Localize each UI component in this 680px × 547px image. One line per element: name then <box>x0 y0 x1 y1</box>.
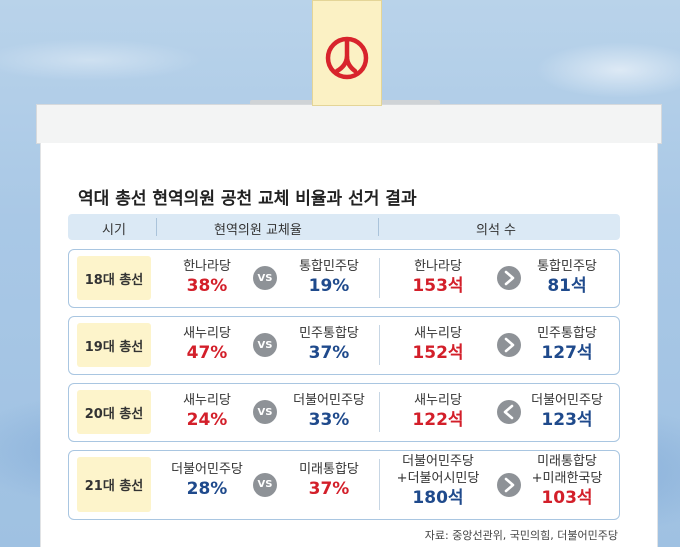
table-row: 19대 총선 새누리당 47% 민주통합당 37% VS 새누리당 152석 민주통합당 127석 <box>68 316 620 375</box>
seats-left-value: 180석 <box>412 488 464 508</box>
era-label: 20대 총선 <box>77 390 151 434</box>
greater-than-icon <box>504 477 515 492</box>
rate-left-party: 새누리당 <box>183 326 231 341</box>
seats-right-cell: 통합민주당 81석 <box>517 258 617 297</box>
seats-left-party: 새누리당 <box>414 393 462 408</box>
comparison-badge <box>497 333 521 357</box>
seats-left-value: 153석 <box>412 276 464 296</box>
rate-left-value: 24% <box>186 410 228 430</box>
seats-right-value: 81석 <box>547 276 587 296</box>
rate-left-value: 47% <box>186 343 228 363</box>
vs-badge: VS <box>253 400 277 424</box>
seats-left-cell: 새누리당 152석 <box>385 325 491 364</box>
era-label: 18대 총선 <box>77 256 151 300</box>
vs-badge: VS <box>253 333 277 357</box>
seats-right-party: 미래통합당 <box>537 454 597 469</box>
ballot-paper <box>312 0 382 106</box>
seats-right-value: 127석 <box>541 343 593 363</box>
rate-left-value: 38% <box>186 276 228 296</box>
ballot-box-lid <box>36 104 662 144</box>
rate-left-party: 한나라당 <box>183 259 231 274</box>
seats-right-cell: 더불어민주당 123석 <box>517 392 617 431</box>
vs-badge: VS <box>253 266 277 290</box>
rate-right-cell: 민주통합당 37% <box>277 325 381 364</box>
rate-left-party: 새누리당 <box>183 393 231 408</box>
chart-title: 역대 총선 현역의원 공천 교체 비율과 선거 결과 <box>78 189 417 209</box>
seats-left-value: 152석 <box>412 343 464 363</box>
rate-left-cell: 한나라당 38% <box>161 258 253 297</box>
seats-right-value: 103석 <box>541 488 593 508</box>
table-row: 20대 총선 새누리당 24% 더불어민주당 33% VS 새누리당 122석 더불어민주당 12… <box>68 383 620 442</box>
era-label: 21대 총선 <box>77 457 151 512</box>
comparison-badge <box>497 266 521 290</box>
seats-left-cell: 한나라당 153석 <box>385 258 491 297</box>
row-divider <box>379 258 380 298</box>
rate-right-cell: 미래통합당 37% <box>277 461 381 500</box>
seats-right-party: 민주통합당 <box>537 326 597 341</box>
seats-left-party: +더불어시민당 <box>396 471 480 486</box>
seats-right-party: 통합민주당 <box>537 259 597 274</box>
rate-left-value: 28% <box>186 479 228 499</box>
seats-left-party: 더불어민주당 <box>402 454 474 469</box>
seats-right-party: +미래한국당 <box>531 471 603 486</box>
seats-right-cell: 민주통합당 127석 <box>517 325 617 364</box>
seats-left-value: 122석 <box>412 410 464 430</box>
seats-right-cell: 미래통합당 +미래한국당 103석 <box>517 453 617 509</box>
row-divider <box>379 392 380 432</box>
rate-right-cell: 통합민주당 19% <box>277 258 381 297</box>
comparison-badge <box>497 472 521 497</box>
rate-right-value: 19% <box>308 276 350 296</box>
table-header: 시기 현역의원 교체율 의석 수 <box>68 214 620 240</box>
header-seats: 의석 수 <box>476 223 517 238</box>
rate-left-cell: 새누리당 47% <box>161 325 253 364</box>
rate-right-party: 민주통합당 <box>299 326 359 341</box>
rate-right-value: 33% <box>308 410 350 430</box>
header-era: 시기 <box>102 223 126 238</box>
seats-left-party: 새누리당 <box>414 326 462 341</box>
row-divider <box>379 325 380 365</box>
rate-right-value: 37% <box>308 343 350 363</box>
seats-right-party: 더불어민주당 <box>531 393 603 408</box>
rate-left-cell: 새누리당 24% <box>161 392 253 431</box>
seats-left-cell: 더불어민주당 +더불어시민당 180석 <box>385 453 491 509</box>
rate-right-party: 더불어민주당 <box>293 393 365 408</box>
rate-right-party: 통합민주당 <box>299 259 359 274</box>
rate-left-party: 더불어민주당 <box>171 462 243 477</box>
rate-right-cell: 더불어민주당 33% <box>277 392 381 431</box>
comparison-badge <box>497 400 521 424</box>
rate-right-value: 37% <box>308 479 350 499</box>
greater-than-icon <box>504 270 515 286</box>
seats-left-party: 한나라당 <box>414 259 462 274</box>
table-row: 21대 총선 더불어민주당 28% 미래통합당 37% VS 더불어민주당 +더불어시민당 18… <box>68 450 620 520</box>
seats-right-value: 123석 <box>541 410 593 430</box>
rate-left-cell: 더불어민주당 28% <box>161 461 253 500</box>
row-divider <box>379 459 380 510</box>
greater-than-icon <box>504 337 515 353</box>
less-than-icon <box>503 404 514 420</box>
era-label: 19대 총선 <box>77 323 151 367</box>
rate-right-party: 미래통합당 <box>299 462 359 477</box>
vs-badge: VS <box>253 472 277 497</box>
table-row: 18대 총선 한나라당 38% 통합민주당 19% VS 한나라당 153석 통합민주당 81석 <box>68 249 620 308</box>
header-rate: 현역의원 교체율 <box>214 223 302 238</box>
source-note: 자료: 중앙선관위, 국민의힘, 더불어민주당 <box>424 529 618 542</box>
seats-left-cell: 새누리당 122석 <box>385 392 491 431</box>
vote-stamp-icon <box>325 36 369 80</box>
